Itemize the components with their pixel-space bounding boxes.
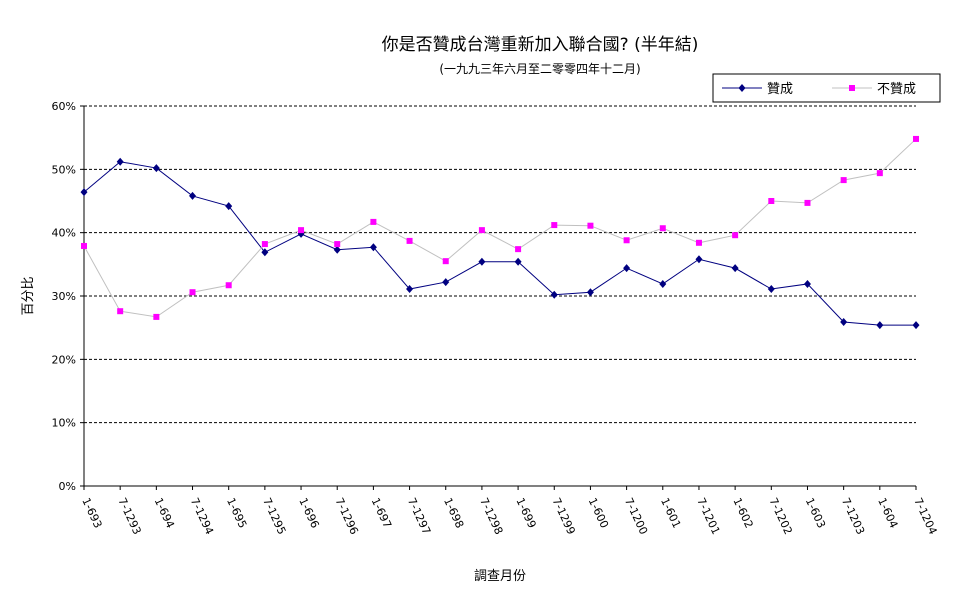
x-tick-label: 1-602 [730,496,755,530]
data-point-0 [912,321,920,330]
data-point-1 [768,198,775,204]
x-tick-label: 7-1295 [260,496,288,537]
x-tick-label: 1-698 [441,496,466,530]
data-point-1 [876,170,883,177]
data-point-1 [913,135,919,142]
data-point-0 [80,188,88,197]
data-point-1 [442,258,449,265]
y-tick-label: 40% [52,227,76,240]
data-point-1 [153,313,160,320]
data-point-0 [876,321,884,330]
data-point-0 [767,285,775,294]
data-point-1 [117,308,124,315]
x-tick-label: 1-694 [152,496,177,530]
data-point-1 [189,289,196,296]
data-point-1 [478,227,485,234]
data-point-1 [406,237,413,244]
data-point-0 [261,248,269,257]
data-point-0 [695,255,703,264]
data-point-0 [478,257,486,266]
data-point-1 [261,241,268,248]
legend-marker [738,84,746,92]
data-point-0 [550,290,558,299]
data-point-0 [333,245,341,254]
data-point-1 [804,199,811,206]
y-axis-label: 百分比 [21,276,36,315]
data-point-0 [406,285,414,294]
data-point-1 [515,246,522,253]
data-point-1 [623,237,630,244]
y-tick-label: 30% [52,290,76,303]
data-point-1 [551,222,558,229]
data-point-1 [225,282,232,289]
data-point-1 [587,222,594,229]
data-point-1 [732,232,739,239]
legend-marker [849,85,855,91]
x-tick-label: 7-1294 [188,496,216,537]
legend-label: 不贊成 [877,82,916,97]
data-point-1 [659,225,666,232]
data-point-1 [840,177,847,184]
x-tick-label: 7-1200 [622,496,650,537]
data-point-0 [623,264,631,273]
data-point-1 [81,242,87,249]
x-tick-label: 1-693 [79,496,104,530]
data-point-1 [334,241,341,248]
x-axis-label: 調查月份 [474,569,526,584]
x-tick-label: 1-697 [369,496,394,530]
data-point-0 [189,191,197,200]
x-tick-label: 7-1299 [550,496,578,537]
x-tick-label: 7-1296 [332,496,360,537]
x-tick-label: 7-1202 [767,496,795,537]
y-tick-label: 60% [52,100,76,113]
y-tick-label: 0% [59,480,76,493]
data-point-0 [586,288,594,297]
chart-title: 你是否贊成台灣重新加入聯合國? (半年結) [382,35,699,55]
series-line-0 [83,161,916,326]
data-point-0 [659,279,667,288]
data-point-0 [442,278,450,287]
x-tick-label: 1-604 [875,496,900,530]
data-point-1 [298,227,305,234]
x-tick-label: 7-1297 [405,496,433,537]
data-point-0 [369,243,377,252]
x-tick-label: 1-699 [513,496,538,530]
series-line-1 [83,138,917,318]
x-tick-label: 7-1204 [911,496,939,537]
legend-label: 贊成 [767,82,793,97]
x-tick-label: 7-1203 [839,496,867,537]
x-tick-label: 1-696 [296,496,321,530]
data-point-0 [840,317,848,326]
data-point-1 [695,239,702,246]
data-point-0 [514,257,522,266]
x-tick-label: 7-1293 [115,496,143,537]
x-tick-label: 7-1298 [477,496,505,537]
chart-subtitle: (一九九三年六月至二零零四年十二月) [439,62,640,76]
x-tick-label: 1-603 [803,496,828,530]
x-tick-label: 1-695 [224,496,249,530]
data-point-0 [803,279,811,288]
data-point-0 [731,264,739,273]
x-tick-label: 1-601 [658,496,683,530]
x-tick-label: 7-1201 [694,496,722,537]
x-tick-label: 1-600 [586,496,611,530]
y-tick-label: 10% [52,417,76,430]
y-tick-label: 20% [52,353,76,366]
data-point-1 [370,218,377,225]
y-tick-label: 50% [52,163,76,176]
data-point-0 [225,202,233,211]
data-point-0 [152,164,160,173]
data-point-0 [116,157,124,166]
